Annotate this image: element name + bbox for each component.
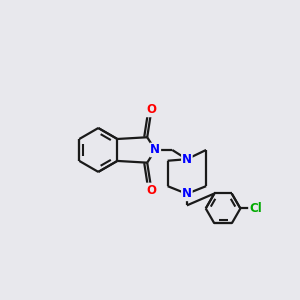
Text: N: N [182, 153, 192, 166]
Text: N: N [182, 187, 192, 200]
Text: O: O [146, 103, 156, 116]
Text: Cl: Cl [249, 202, 262, 215]
Text: O: O [146, 184, 156, 196]
Text: N: N [150, 143, 160, 157]
